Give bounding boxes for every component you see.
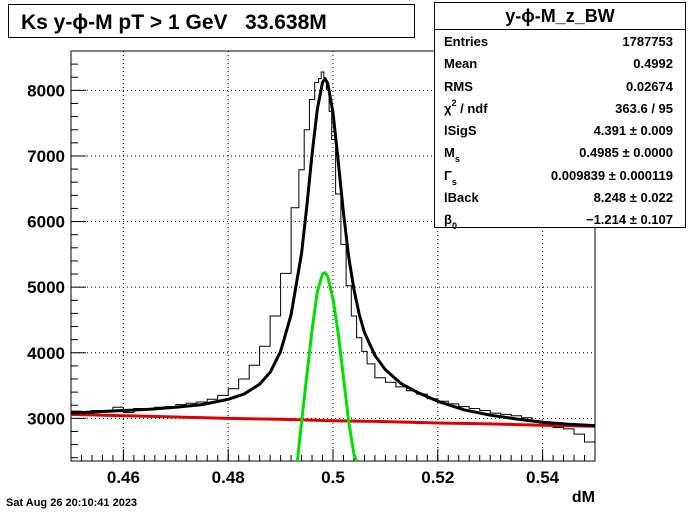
- series-line-total-fit: [70, 77, 596, 428]
- title-box: Ks y-ϕ-M pT > 1 GeV 33.638M: [8, 4, 415, 38]
- stats-label: Entries: [444, 34, 489, 49]
- x-tick-label: 0.46: [107, 468, 140, 487]
- stats-row-lsigs: lSigS 4.391 ± 0.009: [435, 119, 685, 141]
- stats-label: β0: [444, 212, 457, 231]
- stats-value: −1.214 ± 0.107: [585, 212, 673, 228]
- subscript: s: [451, 176, 457, 187]
- stats-title: y-ϕ-M_z_BW: [435, 3, 685, 30]
- stats-row-rms: RMS 0.02674: [435, 75, 685, 97]
- stats-value: 0.009839 ± 0.000119: [550, 167, 673, 183]
- stats-label: RMS: [444, 78, 473, 94]
- y-tick-label: 7000: [27, 147, 65, 166]
- timestamp: Sat Aug 26 20:10:41 2023: [6, 497, 138, 509]
- stats-value: 0.4985 ± 0.0000: [579, 145, 673, 161]
- stats-label: χ2 / ndf: [444, 97, 488, 116]
- x-tick-label: 0.54: [526, 468, 560, 487]
- stats-row-lback: lBack 8.248 ± 0.022: [435, 186, 685, 208]
- axis-ticks: [71, 63, 586, 461]
- chi2-label-rest: / ndf: [456, 100, 488, 116]
- y-tick-label: 8000: [27, 81, 65, 100]
- stats-row-mean: Mean 0.4992: [435, 52, 685, 74]
- chi-symbol: χ: [444, 100, 452, 116]
- stats-symbol: β: [444, 212, 452, 228]
- stats-label: lSigS: [444, 123, 477, 139]
- stats-value: 0.02674: [626, 78, 673, 94]
- histogram: [71, 71, 595, 443]
- stats-label: Ms: [444, 145, 460, 164]
- stats-value: 0.4992: [633, 56, 673, 72]
- y-tick-label: 5000: [27, 278, 65, 297]
- stats-row-chi2: χ2 / ndf 363.6 / 95: [435, 97, 685, 119]
- stats-label: Mean: [444, 56, 478, 72]
- stats-row-ms: Ms 0.4985 ± 0.0000: [435, 141, 685, 164]
- stats-label: lBack: [444, 190, 479, 206]
- series-line-signal: [295, 271, 358, 462]
- subscript: s: [454, 154, 460, 165]
- x-tick-label: 0.5: [321, 468, 345, 487]
- stats-row-gamma: Γs 0.009839 ± 0.000119: [435, 164, 685, 187]
- y-tick-label: 6000: [27, 213, 65, 232]
- stats-row-entries: Entries 1787753: [435, 30, 685, 52]
- stats-value: 1787753: [622, 34, 673, 49]
- y-tick-label: 3000: [27, 409, 65, 428]
- stats-label: Γs: [444, 167, 457, 187]
- stats-symbol: M: [444, 145, 455, 161]
- tick-labels: 0.46 0.48 0.5 0.52 0.54 3000 4000 5000 6000 7000 8…: [27, 81, 560, 487]
- stats-box: y-ϕ-M_z_BW Entries 1787753 Mean 0.4992 R…: [434, 2, 686, 231]
- histogram-steps: [71, 71, 595, 443]
- stats-row-beta: β0 −1.214 ± 0.107: [435, 208, 685, 231]
- series-line-background: [70, 412, 596, 428]
- stats-symbol: Γ: [444, 167, 452, 183]
- y-tick-label: 4000: [27, 344, 65, 363]
- x-axis-label: dM: [572, 489, 595, 506]
- x-tick-label: 0.48: [212, 468, 245, 487]
- chart-title: Ks y-ϕ-M pT > 1 GeV 33.638M: [21, 11, 327, 34]
- stats-value: 4.391 ± 0.009: [593, 123, 673, 139]
- stats-value: 363.6 / 95: [615, 100, 673, 116]
- subscript: 0: [451, 221, 457, 232]
- stats-value: 8.248 ± 0.022: [593, 190, 673, 206]
- x-tick-label: 0.52: [421, 468, 454, 487]
- superscript: 2: [451, 97, 457, 108]
- fit-curves: [70, 77, 596, 462]
